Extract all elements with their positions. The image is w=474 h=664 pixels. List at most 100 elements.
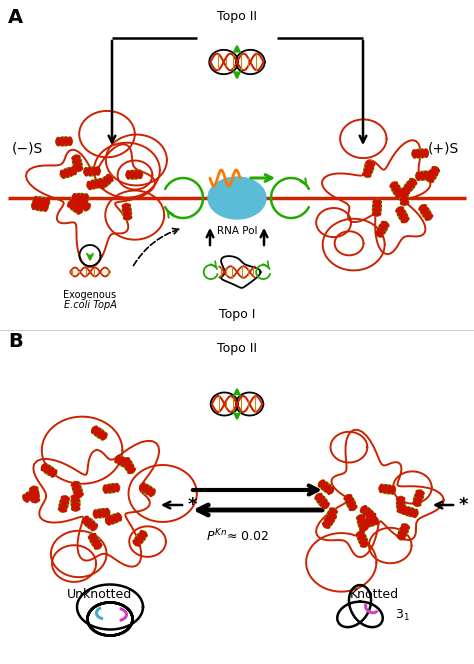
Ellipse shape: [74, 167, 83, 171]
Ellipse shape: [72, 167, 76, 175]
Ellipse shape: [208, 177, 266, 219]
Ellipse shape: [87, 179, 103, 189]
Ellipse shape: [30, 486, 39, 503]
Text: Topo II: Topo II: [217, 342, 257, 355]
Ellipse shape: [61, 171, 65, 179]
Ellipse shape: [362, 517, 378, 527]
Ellipse shape: [46, 199, 49, 207]
Ellipse shape: [325, 485, 331, 492]
Ellipse shape: [373, 212, 381, 216]
Ellipse shape: [55, 137, 73, 146]
Ellipse shape: [361, 507, 375, 519]
Ellipse shape: [126, 461, 130, 468]
Ellipse shape: [77, 207, 83, 214]
Ellipse shape: [71, 499, 80, 503]
Ellipse shape: [82, 517, 97, 530]
Ellipse shape: [68, 201, 83, 213]
Ellipse shape: [415, 494, 423, 499]
Ellipse shape: [99, 179, 103, 187]
Ellipse shape: [414, 498, 422, 502]
Ellipse shape: [413, 502, 421, 506]
Ellipse shape: [60, 137, 64, 145]
Ellipse shape: [359, 539, 367, 543]
Ellipse shape: [93, 509, 110, 518]
Text: (−)S: (−)S: [12, 141, 43, 155]
Ellipse shape: [138, 170, 142, 179]
Ellipse shape: [104, 177, 110, 184]
Ellipse shape: [118, 457, 123, 465]
Ellipse shape: [72, 481, 82, 498]
Ellipse shape: [98, 509, 101, 518]
Ellipse shape: [122, 459, 127, 466]
Ellipse shape: [30, 487, 38, 491]
Ellipse shape: [362, 520, 366, 528]
Ellipse shape: [319, 481, 333, 493]
Ellipse shape: [31, 202, 48, 211]
Ellipse shape: [344, 495, 352, 500]
Ellipse shape: [71, 495, 80, 499]
Ellipse shape: [406, 507, 410, 515]
Ellipse shape: [109, 516, 114, 524]
Ellipse shape: [402, 506, 406, 514]
Ellipse shape: [322, 523, 330, 528]
Ellipse shape: [424, 171, 428, 179]
Ellipse shape: [64, 137, 68, 145]
Ellipse shape: [101, 433, 107, 440]
Ellipse shape: [98, 175, 112, 188]
Ellipse shape: [396, 497, 405, 501]
Ellipse shape: [113, 515, 118, 522]
Ellipse shape: [428, 171, 432, 179]
Ellipse shape: [326, 515, 334, 520]
Ellipse shape: [413, 509, 418, 517]
Ellipse shape: [134, 171, 138, 179]
Ellipse shape: [396, 207, 403, 212]
Ellipse shape: [56, 137, 60, 145]
Ellipse shape: [30, 491, 38, 495]
Ellipse shape: [101, 180, 107, 187]
Ellipse shape: [122, 457, 129, 463]
Ellipse shape: [391, 486, 395, 494]
Ellipse shape: [123, 212, 131, 216]
Ellipse shape: [358, 519, 365, 523]
Ellipse shape: [73, 155, 82, 171]
Ellipse shape: [360, 527, 368, 531]
Ellipse shape: [323, 513, 336, 528]
Ellipse shape: [103, 484, 120, 493]
Ellipse shape: [380, 224, 387, 230]
Ellipse shape: [347, 502, 355, 507]
Ellipse shape: [359, 523, 367, 527]
Ellipse shape: [88, 167, 92, 176]
Ellipse shape: [399, 531, 406, 536]
Ellipse shape: [44, 203, 48, 211]
Ellipse shape: [369, 513, 375, 520]
Ellipse shape: [73, 159, 81, 163]
Text: Topo I: Topo I: [219, 308, 255, 321]
Ellipse shape: [91, 537, 98, 542]
Ellipse shape: [73, 485, 81, 490]
Ellipse shape: [68, 168, 73, 176]
Ellipse shape: [72, 193, 89, 203]
Ellipse shape: [396, 193, 403, 198]
Ellipse shape: [74, 205, 80, 212]
Ellipse shape: [48, 467, 54, 475]
Ellipse shape: [410, 509, 414, 517]
Ellipse shape: [23, 495, 28, 502]
Ellipse shape: [42, 464, 56, 476]
Ellipse shape: [106, 509, 109, 517]
Text: $P^{Kn}$≈ 0.02: $P^{Kn}$≈ 0.02: [206, 528, 268, 544]
Ellipse shape: [124, 461, 131, 466]
Ellipse shape: [75, 493, 83, 497]
Ellipse shape: [377, 228, 385, 234]
Text: Exogenous: Exogenous: [64, 290, 117, 300]
Ellipse shape: [327, 516, 334, 521]
Ellipse shape: [91, 426, 97, 433]
Ellipse shape: [324, 519, 332, 524]
Ellipse shape: [402, 188, 410, 194]
Ellipse shape: [403, 179, 416, 193]
Ellipse shape: [60, 500, 68, 504]
Ellipse shape: [360, 506, 366, 513]
Ellipse shape: [91, 524, 97, 531]
Ellipse shape: [107, 175, 113, 181]
Ellipse shape: [400, 189, 409, 206]
Ellipse shape: [387, 485, 391, 493]
